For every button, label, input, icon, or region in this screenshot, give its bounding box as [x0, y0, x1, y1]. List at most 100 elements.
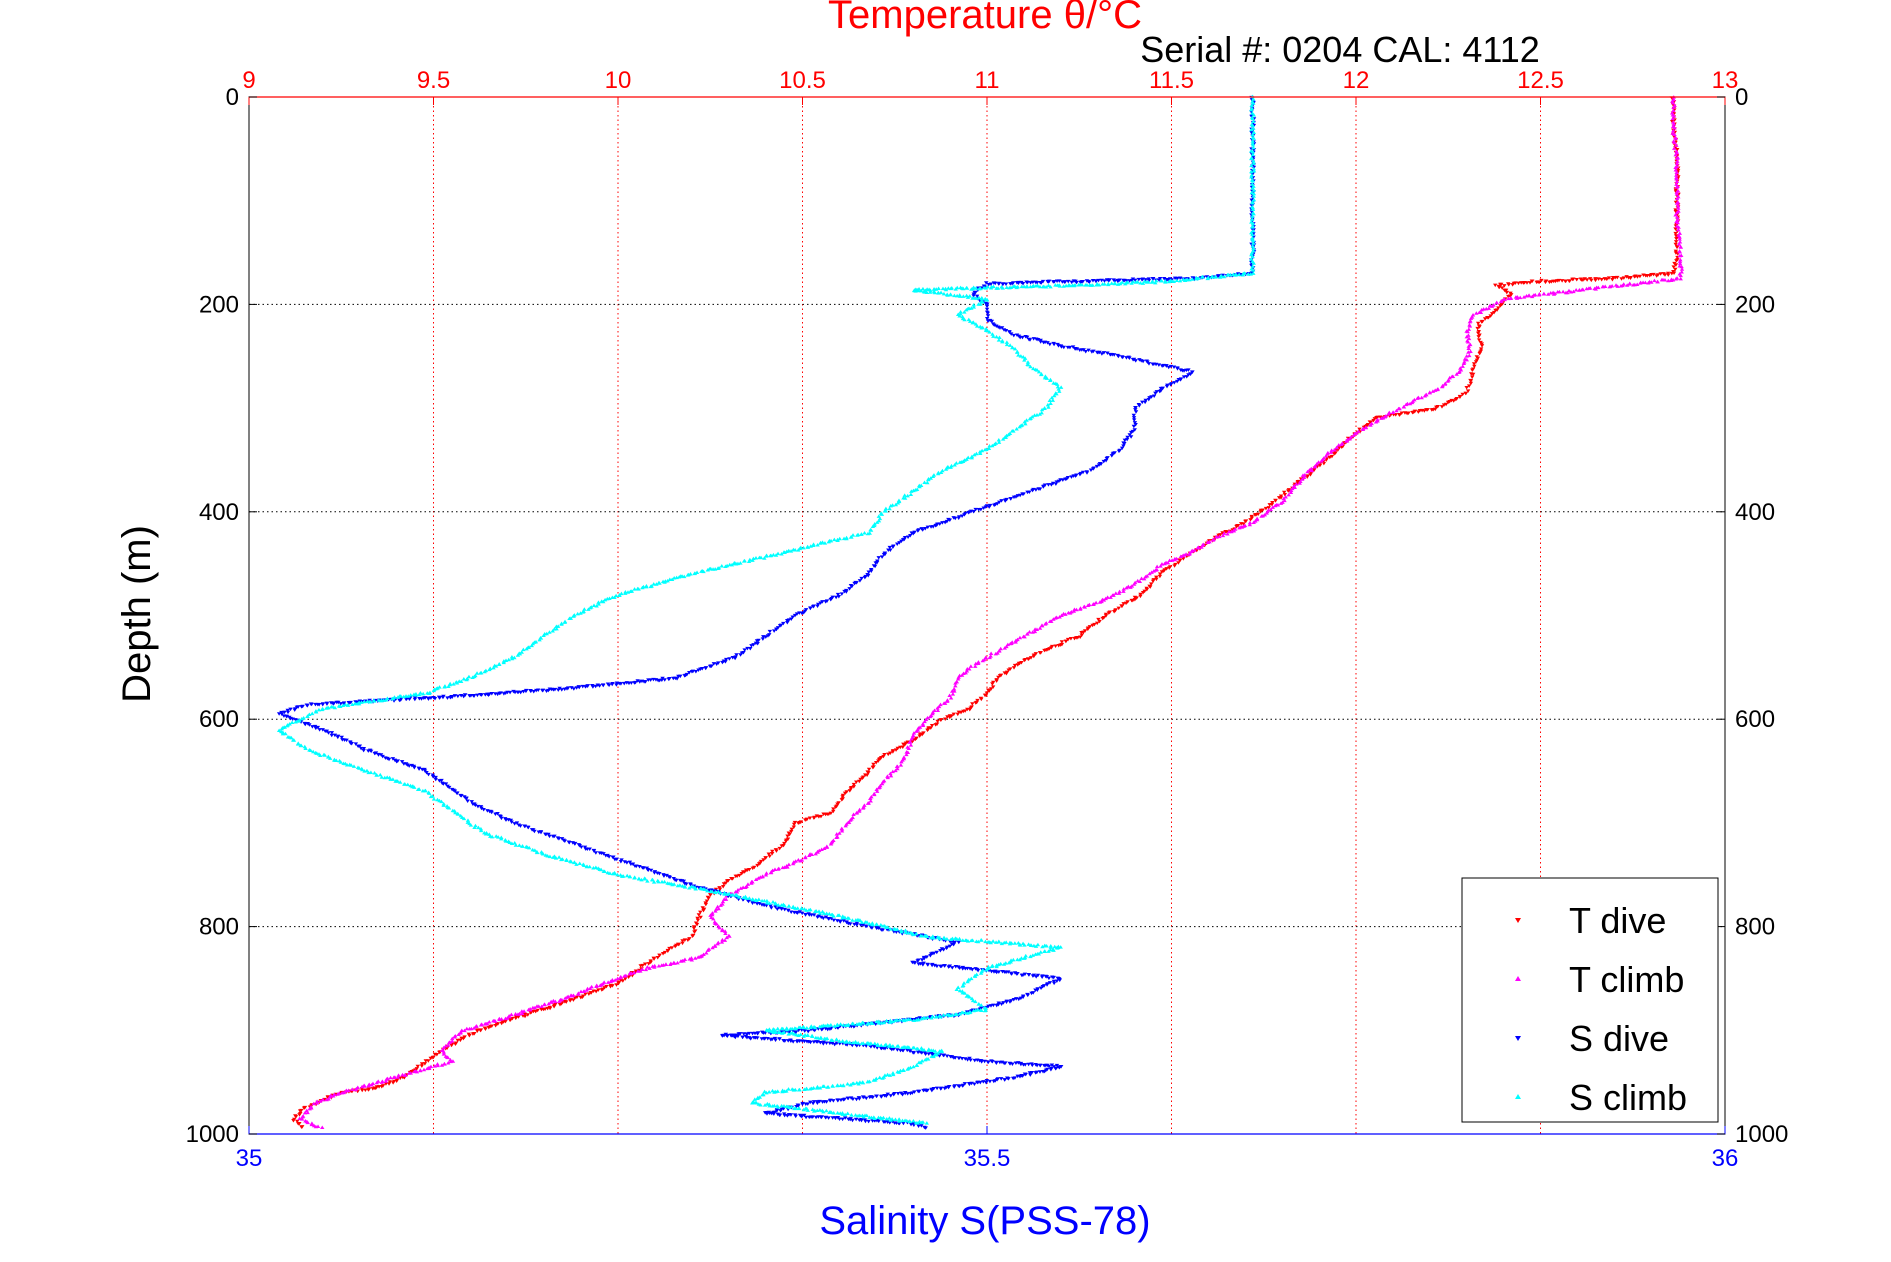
s-climb-point [299, 743, 304, 748]
s-dive-point [767, 629, 773, 634]
s-dive-point [489, 810, 494, 815]
s-dive-point [968, 1058, 973, 1062]
s-dive-point [1171, 365, 1177, 370]
t-dive-point [1234, 524, 1239, 529]
s-climb-point [577, 861, 582, 865]
s-climb-point [645, 879, 650, 883]
t-climb-point [1301, 475, 1307, 479]
s-dive-point [976, 508, 981, 512]
t-climb-point [1674, 190, 1679, 194]
t-dive-point [721, 882, 727, 886]
s-climb-point [556, 855, 562, 859]
t-climb-point [1524, 294, 1529, 298]
t-dive-point [1006, 668, 1011, 672]
t-climb-point [1162, 561, 1167, 566]
s-climb-point [1055, 382, 1060, 386]
t-climb-point [930, 710, 936, 714]
s-dive-point [972, 1058, 977, 1063]
s-climb-point [960, 989, 965, 993]
s-climb-point [996, 437, 1002, 442]
t-dive-point [428, 1056, 433, 1061]
s-climb-point [980, 325, 985, 330]
t-dive-point [847, 789, 852, 793]
t-climb-point [1466, 344, 1471, 348]
t-climb-point [717, 925, 722, 930]
s-dive-point [867, 1095, 872, 1100]
s-dive-point [951, 1085, 957, 1089]
s-dive-point [966, 510, 971, 515]
s-climb-point [1251, 97, 1256, 101]
t-climb-point [1286, 492, 1291, 497]
s-climb-point [318, 753, 323, 757]
s-climb-point [811, 543, 816, 547]
s-climb-point [808, 907, 813, 912]
s-climb-point [847, 1040, 852, 1044]
s-dive-point [546, 832, 551, 837]
s-dive-point [1119, 446, 1125, 451]
s-dive-point [874, 1046, 880, 1050]
t-climb-point [718, 903, 723, 907]
t-dive-point [917, 732, 923, 736]
s-climb-point [1150, 279, 1155, 283]
s-climb-point [569, 859, 574, 864]
t-dive-point [990, 685, 996, 689]
s-climb-point [1058, 945, 1063, 949]
s-dive-point [915, 959, 920, 963]
t-dive-point [1132, 595, 1138, 600]
s-climb-point [864, 1113, 870, 1118]
s-climb-point [1034, 368, 1040, 372]
s-climb-point [503, 839, 509, 843]
t-dive-point [943, 717, 948, 722]
s-climb-point [984, 298, 989, 302]
t-dive-point [1042, 648, 1047, 653]
s-dive-point [313, 702, 318, 707]
s-climb-point [1249, 190, 1254, 195]
s-climb-point [644, 584, 649, 588]
t-dive-point [1473, 360, 1479, 364]
t-dive-point [1321, 461, 1327, 466]
s-dive-point [1057, 978, 1062, 983]
s-climb-point [656, 879, 661, 884]
s-climb-point [687, 885, 692, 890]
s-climb-point [1251, 113, 1257, 117]
t-dive-point [1194, 548, 1199, 553]
s-climb-point [930, 474, 936, 478]
s-climb-point [830, 1084, 836, 1088]
t-climb-point [738, 886, 744, 890]
s-dive-point [540, 688, 545, 693]
s-dive-point [1066, 279, 1071, 284]
s-dive-point [1167, 277, 1173, 281]
s-dive-point [1133, 359, 1138, 363]
s-climb-point [758, 1102, 763, 1107]
s-climb-point [478, 671, 483, 675]
t-climb-point [948, 696, 954, 700]
t-climb-point [627, 971, 633, 976]
s-climb-point [855, 533, 860, 537]
t-dive-point [1276, 496, 1282, 500]
s-dive-point [963, 1057, 968, 1061]
s-climb-point [958, 309, 963, 314]
s-dive-point [353, 742, 359, 746]
t-dive-point [766, 852, 772, 856]
t-climb-point [442, 1061, 447, 1066]
t-climb-point [1305, 469, 1310, 474]
t-dive-point [1475, 331, 1481, 336]
t-climb-point [1403, 402, 1409, 407]
s-climb-point [1122, 281, 1128, 286]
s-dive-point [997, 281, 1002, 286]
s-climb-point [365, 699, 370, 703]
s-climb-point [894, 927, 900, 931]
s-climb-point [835, 1023, 840, 1028]
s-dive-point [324, 702, 330, 706]
s-dive-point [774, 1109, 780, 1113]
s-climb-point [928, 476, 933, 480]
t-climb-point [491, 1018, 496, 1023]
s-climb-point [1251, 136, 1256, 140]
s-dive-point [303, 722, 308, 727]
s-dive-point [346, 701, 352, 705]
s-climb-point [815, 1084, 820, 1089]
t-climb-point [1167, 558, 1172, 562]
s-dive-point [952, 941, 957, 945]
t-climb-point [557, 999, 562, 1003]
s-climb-point [875, 520, 880, 524]
